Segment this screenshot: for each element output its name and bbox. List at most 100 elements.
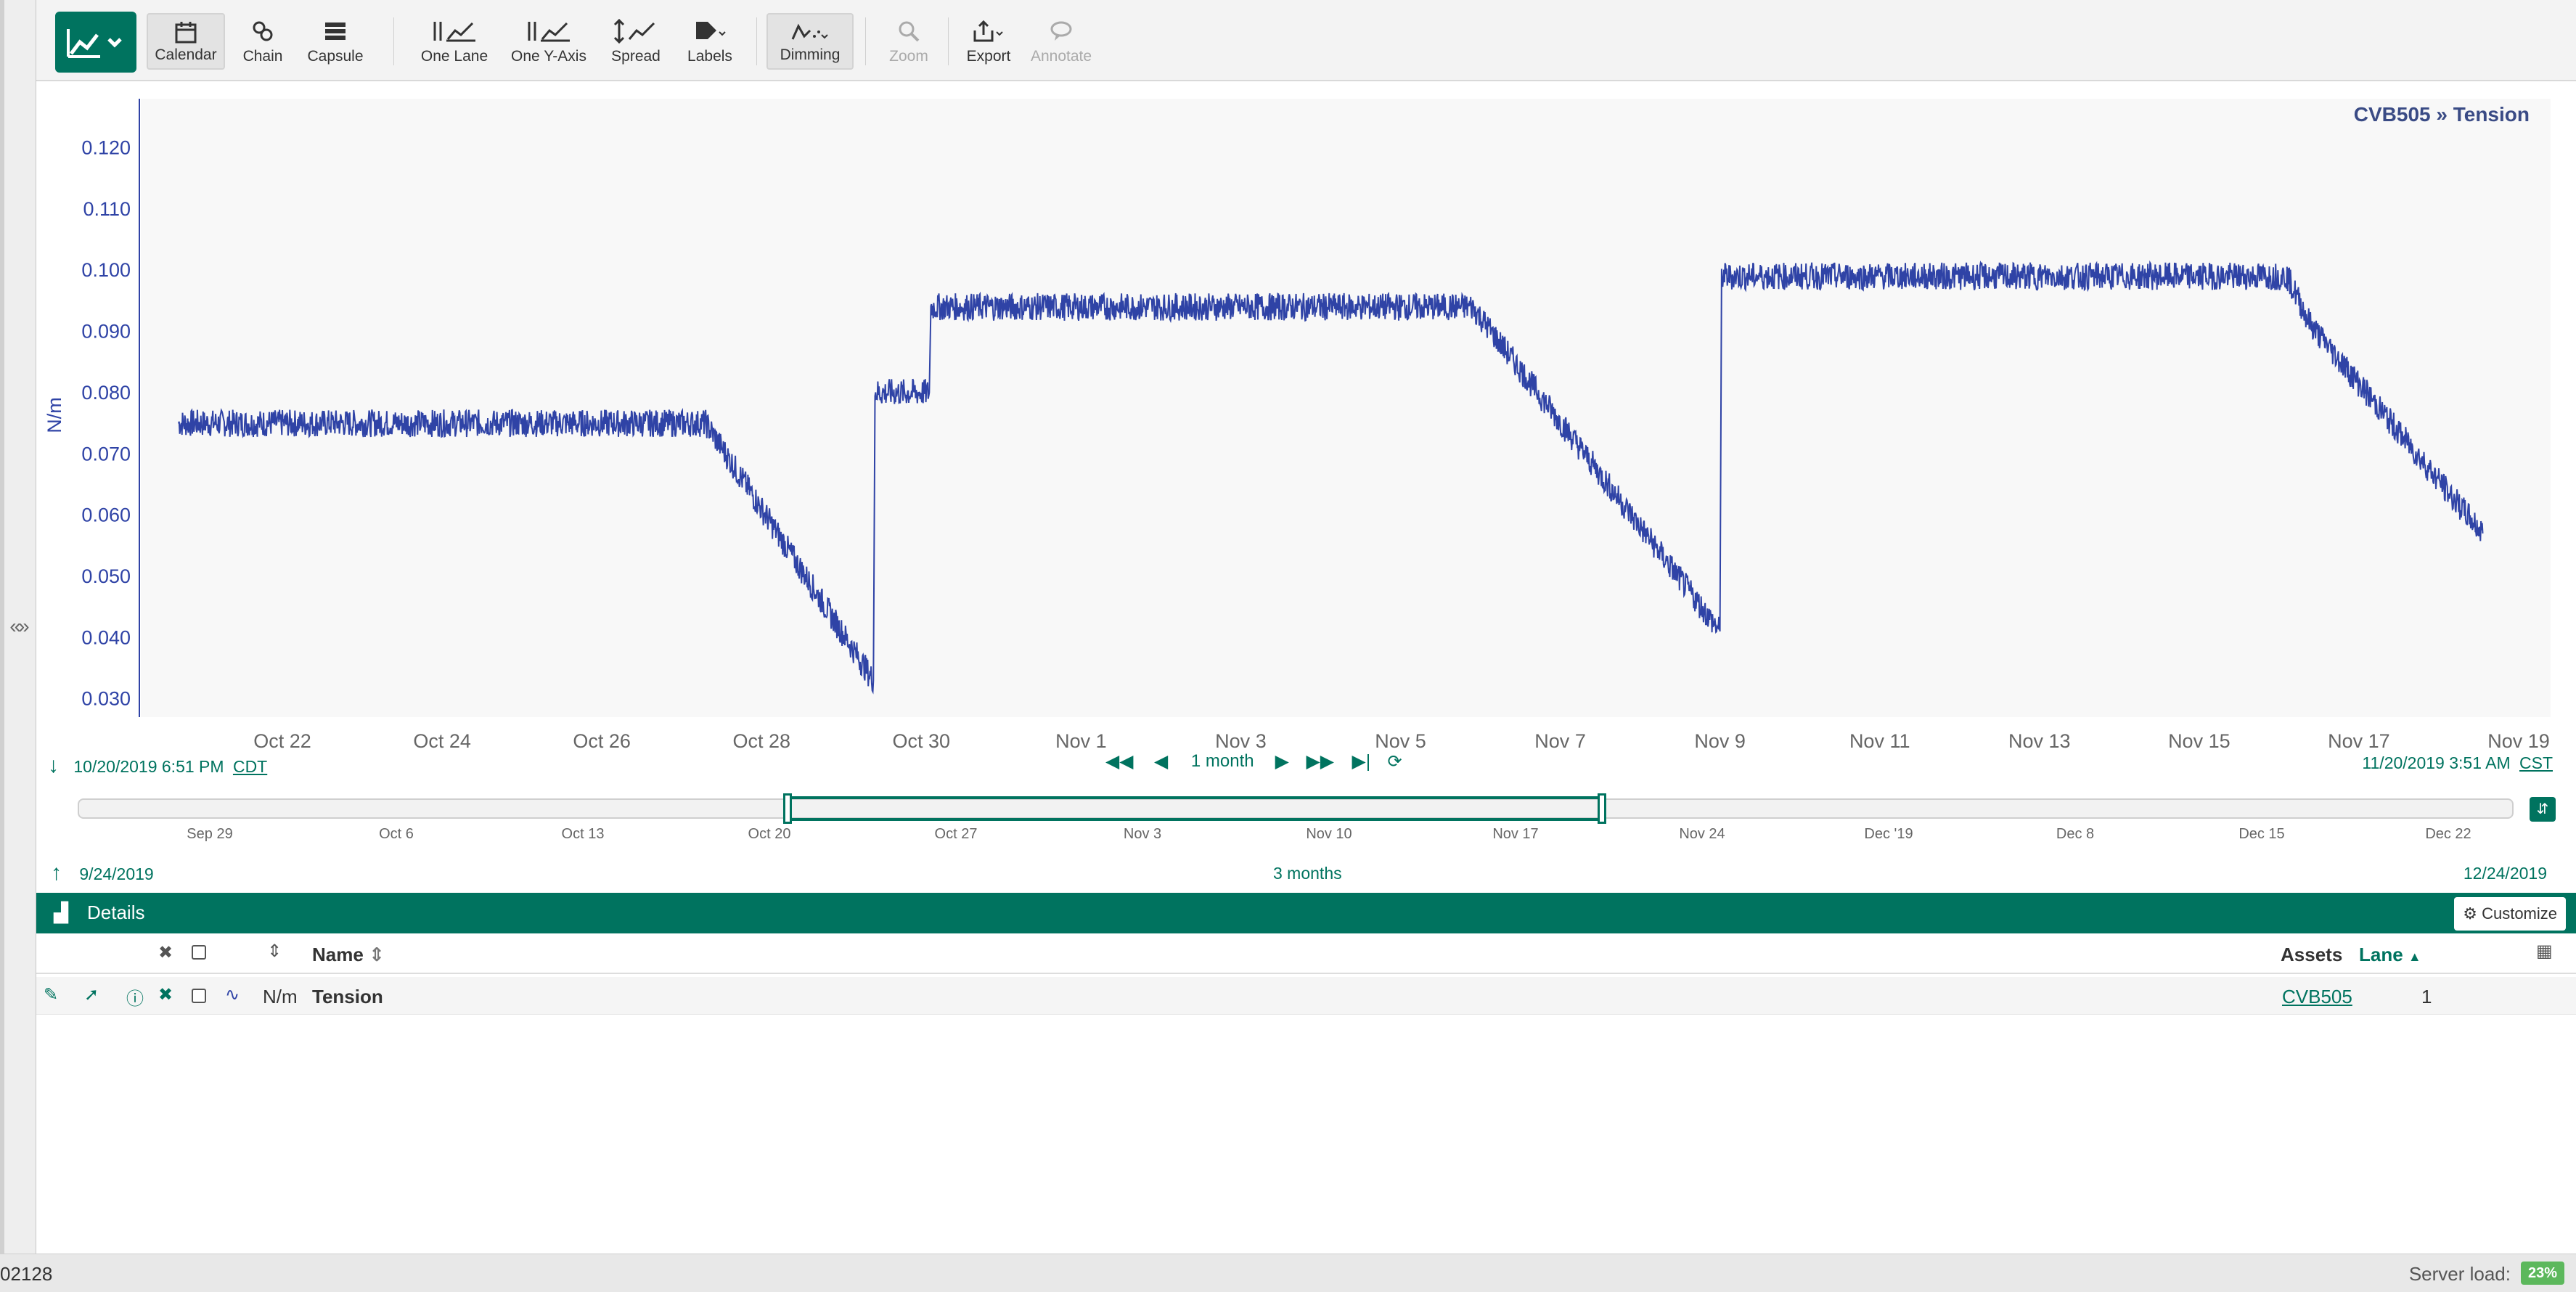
panel-toggle-icon[interactable]: «» — [9, 615, 29, 637]
arrow-up-icon[interactable]: ↑ — [51, 861, 62, 885]
overview-window[interactable] — [783, 793, 1606, 824]
dimming-button[interactable]: Dimming — [766, 13, 854, 70]
toolbar-separator — [865, 17, 866, 65]
display-range-end[interactable]: 11/20/2019 3:51 AM CST — [2362, 753, 2553, 773]
left-panel-strip: «» — [0, 0, 36, 1254]
name-column-header[interactable]: Name ⇕ — [312, 944, 385, 966]
step-forward-icon[interactable]: ▶ — [1275, 751, 1289, 772]
zoom-label: Zoom — [889, 48, 928, 65]
investigate-start-date[interactable]: 9/24/2019 — [79, 864, 154, 883]
investigate-duration[interactable]: 3 months — [1273, 864, 1342, 883]
labels-label: Labels — [687, 48, 732, 65]
display-range-start[interactable]: ↓ 10/20/2019 6:51 PM CDT — [48, 753, 267, 778]
table-row[interactable]: ✎ ➚ ⓘ ✖ ∿ N/m Tension CVB505 1 — [36, 977, 2576, 1015]
export-button[interactable]: Export — [958, 13, 1019, 70]
overview-tick-label: Sep 29 — [187, 826, 233, 842]
x-tick-label: Nov 9 — [1694, 730, 1746, 752]
y-tick-label: 0.090 — [81, 321, 131, 343]
select-all-checkbox[interactable] — [192, 945, 206, 960]
overview-tick-label: Dec '19 — [1864, 826, 1913, 842]
arrow-down-icon[interactable]: ↓ — [48, 753, 59, 777]
sort-icon[interactable]: ⇕ — [267, 941, 282, 961]
display-start-time[interactable]: 10/20/2019 6:51 PM — [73, 757, 224, 776]
chart-title: CVB505 » Tension — [2353, 103, 2530, 126]
sort-ascending-icon: ▲ — [2408, 949, 2421, 964]
customize-button[interactable]: ⚙ Customize — [2454, 897, 2566, 931]
display-start-timezone[interactable]: CDT — [232, 757, 268, 776]
spread-icon — [613, 19, 655, 44]
x-tick-label: Oct 26 — [573, 730, 631, 752]
overview-tick-label: Oct 20 — [748, 826, 791, 842]
step-back-full-icon[interactable]: ◀◀ — [1105, 751, 1134, 772]
overview-tick-label: Oct 13 — [561, 826, 605, 842]
y-tick-label: 0.120 — [81, 136, 131, 158]
dimming-icon — [791, 23, 828, 40]
investigate-end-date[interactable]: 12/24/2019 — [2463, 864, 2547, 883]
labels-button[interactable]: Labels — [675, 13, 745, 70]
jump-to-now-icon[interactable]: ▶| — [1352, 751, 1371, 772]
details-table-header: ✖ ⇕ Name ⇕ Assets Lane ▲ ▦ — [36, 933, 2576, 974]
plot-area[interactable] — [141, 99, 2551, 717]
signal-icon: ∿ — [225, 985, 240, 1005]
edit-icon[interactable]: ✎ — [44, 985, 59, 1005]
trend-chart[interactable]: 0.030 0.040 0.050 0.060 0.070 0.080 0.090 0.100… — [36, 81, 2576, 783]
sort-icon: ⇕ — [369, 944, 385, 965]
x-tick-label: Nov 11 — [1849, 730, 1910, 752]
y-tick-label: 0.050 — [81, 565, 131, 587]
left-strip-stripe — [0, 0, 4, 1254]
customize-label: Customize — [2482, 904, 2557, 923]
capsule-label: Capsule — [307, 48, 364, 65]
y-tick-label: 0.060 — [81, 504, 131, 526]
overview-tick-label: Nov 3 — [1123, 826, 1162, 842]
capsule-button[interactable]: Capsule — [299, 13, 372, 70]
spread-button[interactable]: Spread — [602, 13, 669, 70]
calendar-icon — [175, 22, 197, 44]
zoom-button[interactable]: Zoom — [880, 13, 938, 70]
column-settings-icon[interactable]: ▦ — [2536, 941, 2553, 961]
info-icon[interactable]: ⓘ — [126, 989, 144, 1009]
auto-update-icon[interactable]: ⟳ — [1387, 751, 1402, 772]
chain-button[interactable]: Chain — [234, 13, 292, 70]
display-duration[interactable]: 1 month — [1190, 751, 1254, 772]
view-switcher-button[interactable] — [55, 12, 136, 73]
lane-column-header[interactable]: Lane ▲ — [2359, 944, 2421, 966]
series-line-tension — [178, 260, 2484, 695]
remove-icon[interactable]: ✖ — [158, 985, 173, 1005]
spread-label: Spread — [611, 48, 661, 65]
one-lane-button[interactable]: One Lane — [414, 13, 495, 70]
x-tick-label: Oct 30 — [893, 730, 951, 752]
rocket-icon[interactable]: ➚ — [84, 985, 99, 1005]
one-lane-label: One Lane — [420, 48, 488, 65]
display-end-timezone[interactable]: CST — [2519, 753, 2553, 772]
step-back-icon[interactable]: ◀ — [1153, 751, 1169, 772]
display-end-time[interactable]: 11/20/2019 3:51 AM — [2362, 753, 2511, 772]
overview-left-handle[interactable] — [783, 793, 792, 824]
time-navigation: ◀◀ ◀ 1 month ▶ ▶▶ ▶| ⟳ — [1105, 751, 1409, 780]
calendar-button[interactable]: Calendar — [147, 13, 225, 70]
y-tick-label: 0.040 — [81, 626, 131, 648]
overview-right-handle[interactable] — [1598, 793, 1606, 824]
trend-chart-panel: 0.030 0.040 0.050 0.060 0.070 0.080 0.090 0.100… — [36, 81, 2576, 783]
one-y-axis-label: One Y-Axis — [511, 48, 586, 65]
step-forward-full-icon[interactable]: ▶▶ — [1306, 751, 1334, 772]
one-y-axis-button[interactable]: One Y-Axis — [505, 13, 592, 70]
investigate-range-start[interactable]: ↑ 9/24/2019 — [51, 861, 154, 886]
remove-all-icon[interactable]: ✖ — [158, 943, 173, 962]
overview-toggle-icon[interactable]: ⇵ — [2530, 797, 2556, 822]
annotate-button[interactable]: Annotate — [1025, 13, 1097, 70]
calendar-label: Calendar — [155, 46, 217, 63]
toolbar-separator — [393, 17, 394, 65]
zoom-icon — [899, 21, 920, 42]
y-tick-label: 0.100 — [81, 259, 131, 281]
row-checkbox[interactable] — [192, 989, 206, 1003]
overview-tick-label: Nov 10 — [1306, 826, 1352, 842]
x-tick-label: Nov 3 — [1215, 730, 1267, 752]
details-panel-header: ▟ Details ⚙ Customize — [36, 893, 2576, 933]
row-asset-link[interactable]: CVB505 — [2282, 986, 2352, 1007]
overview-track[interactable] — [78, 798, 2514, 819]
export-icon — [973, 20, 1003, 42]
row-name[interactable]: Tension — [312, 986, 383, 1007]
x-tick-label: Nov 15 — [2168, 730, 2231, 752]
overview-tick-label: Dec 15 — [2238, 826, 2285, 842]
assets-column-header[interactable]: Assets — [2281, 944, 2343, 965]
